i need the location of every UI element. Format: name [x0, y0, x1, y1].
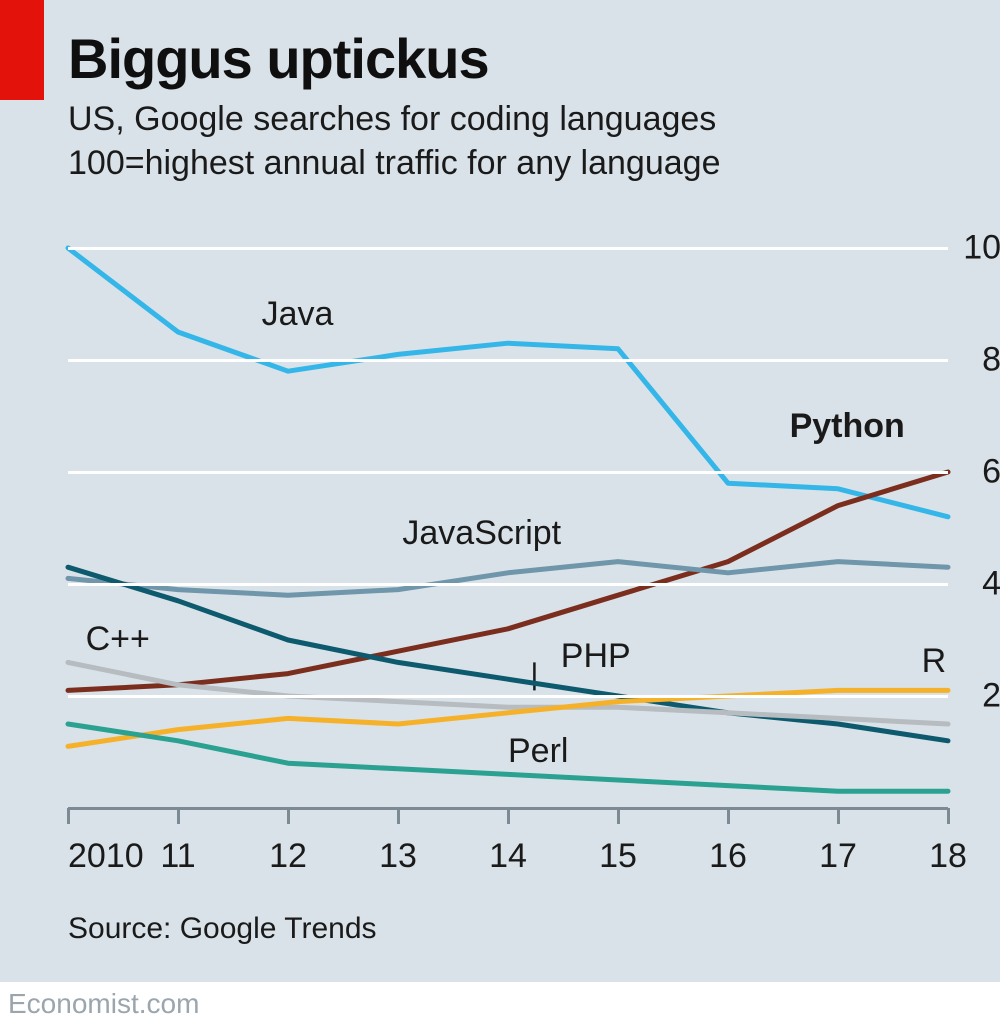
y-axis-label: 20: [960, 677, 1000, 716]
gridline: [68, 583, 948, 586]
series-label-perl: Perl: [508, 732, 568, 771]
x-tick-mark: [177, 808, 180, 824]
gridline: [68, 471, 948, 474]
x-axis-label: 16: [709, 837, 747, 876]
series-label-python: Python: [790, 407, 905, 446]
gridline: [68, 695, 948, 698]
x-tick-mark: [67, 808, 70, 824]
y-axis-label: 80: [960, 341, 1000, 380]
series-line-javascript: [68, 562, 948, 596]
line-chart: 02040608010020101112131415161718JavaPyth…: [68, 248, 948, 808]
series-label-javascript: JavaScript: [402, 514, 561, 553]
chart-source: Source: Google Trends: [68, 912, 377, 946]
x-axis-label: 18: [929, 837, 967, 876]
y-axis-label: 40: [960, 565, 1000, 604]
series-line-java: [68, 248, 948, 517]
brand-red-tab: [0, 0, 44, 100]
gridline: [68, 359, 948, 362]
x-tick-mark: [727, 808, 730, 824]
x-axis-label: 2010: [68, 837, 144, 876]
x-tick-mark: [947, 808, 950, 824]
chart-panel: Biggus uptickus US, Google searches for …: [0, 0, 1000, 982]
x-tick-mark: [507, 808, 510, 824]
x-tick-mark: [837, 808, 840, 824]
series-label-java: Java: [262, 295, 334, 334]
x-tick-mark: [287, 808, 290, 824]
x-tick-mark: [397, 808, 400, 824]
chart-title: Biggus uptickus: [68, 26, 489, 91]
series-label-r: R: [922, 642, 947, 681]
x-axis-label: 14: [489, 837, 527, 876]
y-axis-label: 0: [960, 789, 1000, 828]
x-tick-mark: [617, 808, 620, 824]
site-credit: Economist.com: [8, 988, 199, 1020]
x-axis-label: 12: [269, 837, 307, 876]
y-axis-label: 100: [960, 229, 1000, 268]
x-axis-label: 15: [599, 837, 637, 876]
series-label-c++: C++: [86, 620, 150, 659]
x-axis-label: 17: [819, 837, 857, 876]
series-label-php: PHP: [561, 637, 631, 676]
chart-subtitle-2: 100=highest annual traffic for any langu…: [68, 144, 720, 183]
series-line-python: [68, 472, 948, 690]
x-axis-label: 13: [379, 837, 417, 876]
chart-subtitle-1: US, Google searches for coding languages: [68, 100, 716, 139]
x-axis-label: 11: [160, 837, 195, 876]
gridline: [68, 247, 948, 250]
y-axis-label: 60: [960, 453, 1000, 492]
